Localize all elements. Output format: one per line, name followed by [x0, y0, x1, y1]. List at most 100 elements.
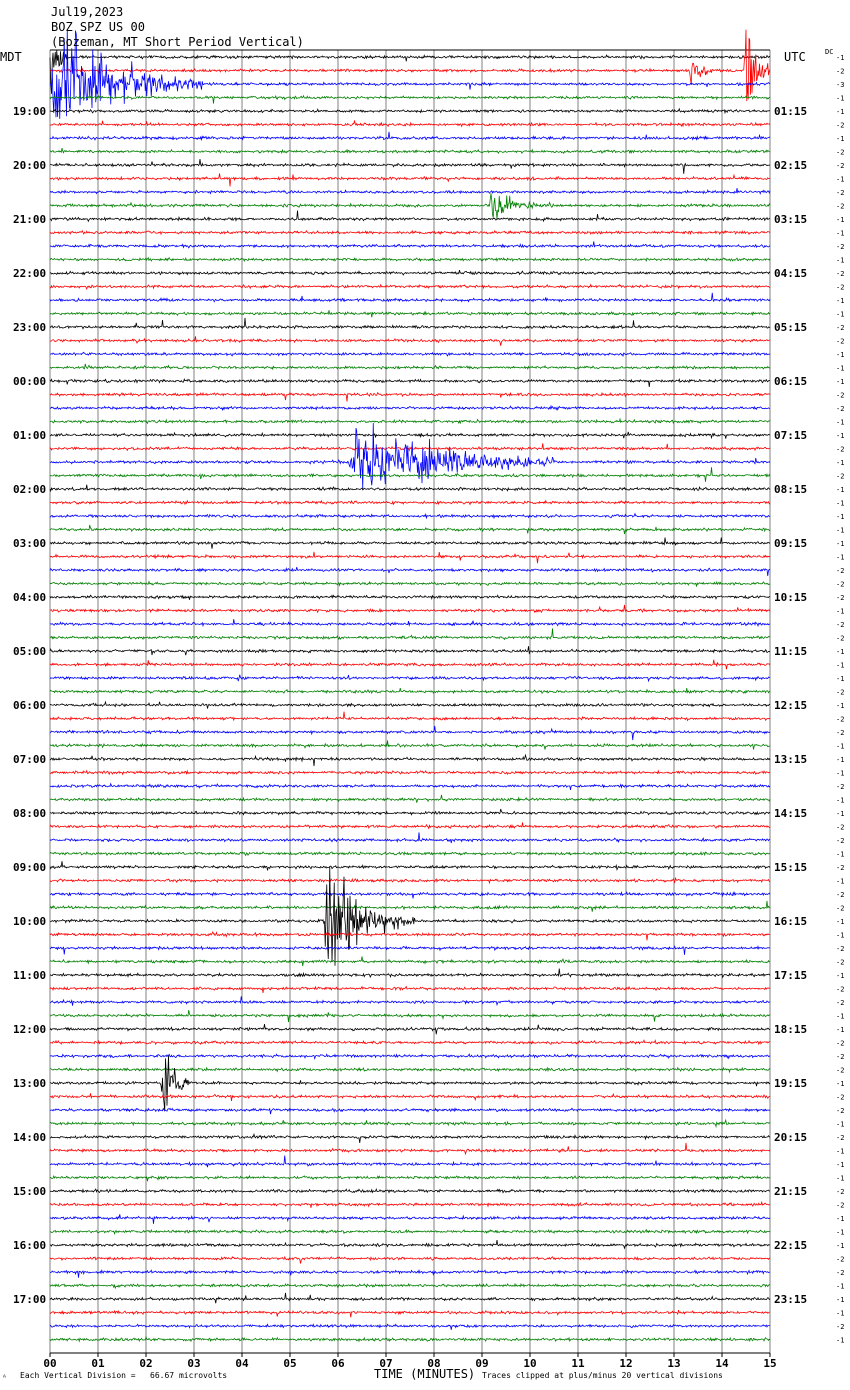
- trace-line-87: [49, 1228, 771, 1236]
- trace-line-14: [49, 241, 771, 249]
- dc-offset-label: -2: [836, 1269, 844, 1277]
- trace-line-62: [49, 890, 771, 899]
- trace-line-50: [49, 725, 771, 741]
- dc-offset-label: -2: [836, 68, 844, 76]
- dc-offset-label: -2: [836, 716, 844, 724]
- trace-line-88: [49, 1239, 771, 1250]
- trace-line-28: [49, 431, 771, 440]
- x-tick-label: 05: [283, 1357, 296, 1370]
- dc-offset-label: -1: [836, 756, 844, 764]
- trace-line-84: [49, 1187, 771, 1194]
- right-hour-label: 10:15: [774, 591, 807, 604]
- trace-line-86: [49, 1214, 771, 1224]
- right-hour-label: 22:15: [774, 1239, 807, 1252]
- dc-offset-label: -1: [836, 554, 844, 562]
- trace-line-90: [49, 1269, 771, 1278]
- dc-offset-label: -1: [836, 797, 844, 805]
- dc-offset-label: -2: [836, 621, 844, 629]
- dc-offset-label: -1: [836, 1242, 844, 1250]
- dc-offset-label: -1: [836, 365, 844, 373]
- dc-offset-label: -1: [836, 702, 844, 710]
- dc-offset-label: -1: [836, 1296, 844, 1304]
- right-hour-label: 13:15: [774, 753, 807, 766]
- right-hour-label: 17:15: [774, 969, 807, 982]
- trace-line-92: [49, 1292, 771, 1304]
- dc-offset-label: -1: [836, 216, 844, 224]
- dc-offset-label: -1: [836, 1026, 844, 1034]
- trace-line-29: [49, 443, 771, 452]
- trace-line-8: [49, 158, 771, 174]
- dc-offset-label: -1: [836, 1310, 844, 1318]
- dc-offset-label: -2: [836, 284, 844, 292]
- trace-line-54: [49, 782, 771, 791]
- dc-offset-label: -1: [836, 527, 844, 535]
- right-hour-label: 18:15: [774, 1023, 807, 1036]
- trace-line-15: [49, 256, 771, 263]
- trace-line-93: [49, 1309, 770, 1318]
- dc-offset-label: -1: [836, 230, 844, 238]
- right-hour-label: 16:15: [774, 915, 807, 928]
- station-label: BOZ SPZ US 00: [51, 20, 145, 34]
- dc-offset-label: -2: [836, 122, 844, 130]
- trace-line-30: [49, 423, 771, 489]
- trace-line-17: [49, 283, 771, 291]
- left-hour-label: 10:00: [13, 915, 46, 928]
- x-tick-label: 10: [523, 1357, 536, 1370]
- dc-offset-label: -1: [836, 662, 844, 670]
- scale-note: Each Vertical Division = 66.67 microvolt…: [20, 1371, 228, 1380]
- left-timezone-label: MDT: [0, 50, 22, 64]
- dc-offset-label: -1: [836, 1148, 844, 1156]
- trace-line-19: [49, 310, 771, 318]
- dc-offset-label: -3: [836, 81, 844, 89]
- dc-offset-labels: -1 -2 -3 -1 -1 -2 -1 -2 -2 -1 -2 -2 -1 -1 -2 -1 -2 -2 -1 -1…: [836, 54, 844, 1345]
- dc-offset-label: -2: [836, 149, 844, 157]
- date-label: Jul19,2023: [51, 5, 124, 19]
- left-hour-label: 07:00: [13, 753, 46, 766]
- dc-offset-label: -1: [836, 1013, 844, 1021]
- right-hour-label: 03:15: [774, 213, 807, 226]
- dc-offset-label: -1: [836, 513, 844, 521]
- left-hour-label: 15:00: [13, 1185, 46, 1198]
- dc-offset-label: -1: [836, 648, 844, 656]
- trace-line-94: [49, 1323, 771, 1330]
- trace-line-48: [49, 700, 771, 709]
- dc-offset-label: -2: [836, 824, 844, 832]
- trace-line-89: [49, 1255, 771, 1264]
- trace-line-76: [49, 1055, 771, 1112]
- dc-offset-label: -2: [836, 729, 844, 737]
- trace-line-22: [49, 351, 771, 358]
- trace-line-52: [49, 753, 771, 767]
- dc-offset-label: -1: [836, 1080, 844, 1088]
- trace-line-57: [49, 822, 771, 830]
- dc-offset-label: -1: [836, 1175, 844, 1183]
- dc-offset-label: -1: [836, 540, 844, 548]
- left-time-labels: 19:00 20:00 21:00 22:00 23:00 00:00 01:00 02:00…: [13, 105, 46, 1306]
- dc-offset-label: -1: [836, 297, 844, 305]
- dc-offset-label: -1: [836, 932, 844, 940]
- dc-offset-label: -2: [836, 864, 844, 872]
- x-tick-label: 08: [427, 1357, 440, 1370]
- trace-line-82: [49, 1155, 771, 1168]
- trace-line-40: [49, 594, 771, 601]
- x-tick-label: 03: [187, 1357, 200, 1370]
- dc-offset-label: -2: [836, 203, 844, 211]
- x-tick-label: 06: [331, 1357, 345, 1370]
- trace-line-67: [49, 956, 771, 967]
- dc-offset-label: -1: [836, 608, 844, 616]
- trace-line-69: [49, 985, 771, 993]
- right-hour-label: 06:15: [774, 375, 807, 388]
- dc-offset-label: -1: [836, 1283, 844, 1291]
- trace-line-13: [49, 229, 771, 236]
- trace-line-2: [49, 29, 771, 119]
- trace-line-35: [49, 524, 771, 535]
- left-hour-label: 11:00: [13, 969, 46, 982]
- dc-offset-label: -1: [836, 743, 844, 751]
- dc-offset-label: -1: [836, 54, 844, 62]
- trace-line-70: [49, 996, 771, 1007]
- left-hour-label: 02:00: [13, 483, 46, 496]
- dc-offset-label: -1: [836, 878, 844, 886]
- trace-line-41: [49, 604, 771, 614]
- right-hour-label: 11:15: [774, 645, 807, 658]
- dc-offset-label: -2: [836, 959, 844, 967]
- dc-header-label: DC: [825, 48, 834, 56]
